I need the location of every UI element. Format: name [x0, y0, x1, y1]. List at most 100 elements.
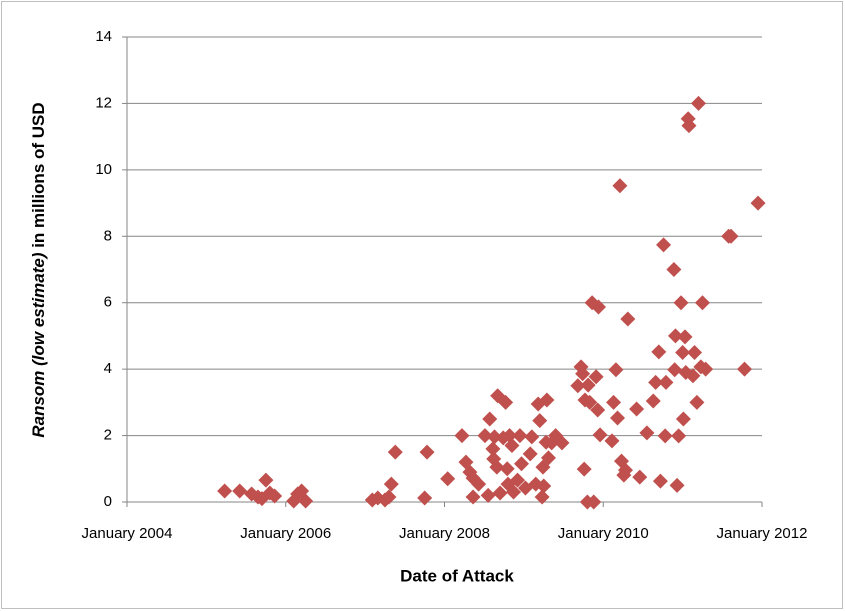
data-point — [267, 488, 283, 504]
data-point — [510, 472, 526, 488]
data-point — [487, 429, 503, 445]
data-point — [536, 478, 552, 494]
data-point — [502, 428, 518, 444]
data-point — [689, 394, 705, 410]
data-point — [592, 427, 608, 443]
x-tick-label: January 2012 — [717, 525, 808, 542]
data-point — [652, 473, 668, 489]
data-point — [489, 459, 505, 475]
data-point — [645, 393, 661, 409]
data-point — [419, 444, 435, 460]
data-point — [681, 118, 697, 134]
data-point — [575, 366, 591, 382]
data-point — [604, 433, 620, 449]
data-point — [656, 237, 672, 253]
data-point — [499, 461, 515, 477]
data-point — [513, 456, 529, 472]
data-point — [750, 195, 766, 211]
data-point — [582, 394, 598, 410]
data-point — [698, 361, 714, 377]
data-point — [554, 435, 570, 451]
data-point — [648, 374, 664, 390]
data-point — [504, 438, 520, 454]
data-point — [651, 344, 667, 360]
data-point — [666, 262, 682, 277]
data-point — [606, 394, 622, 410]
y-axis-title-italic: Ransom (low estimate) — [29, 252, 48, 437]
y-axis-title-rest: in millions of USD — [29, 102, 48, 252]
data-point — [669, 477, 685, 493]
data-point — [608, 362, 624, 378]
data-point — [539, 392, 555, 408]
data-point — [498, 394, 514, 410]
y-tick-label: 6 — [104, 294, 112, 311]
data-point — [482, 411, 498, 427]
grid — [127, 36, 762, 503]
data-point — [506, 484, 522, 500]
data-point — [687, 345, 703, 361]
data-point — [737, 361, 753, 377]
data-point — [540, 450, 556, 466]
data-point — [524, 429, 540, 445]
y-tick-label: 8 — [104, 227, 112, 244]
data-point — [492, 485, 508, 501]
y-tick-label: 2 — [104, 427, 112, 444]
data-point — [590, 402, 606, 418]
data-point — [381, 489, 397, 505]
data-point — [691, 95, 706, 111]
data-point — [576, 461, 592, 477]
data-point — [675, 411, 691, 427]
data-point — [570, 378, 586, 394]
x-tick-label: January 2010 — [558, 525, 649, 542]
data-point — [677, 329, 693, 345]
data-point — [471, 476, 487, 492]
y-tick-label: 12 — [95, 94, 112, 111]
y-tick-label: 14 — [95, 28, 112, 45]
data-point — [480, 487, 496, 503]
data-point — [610, 410, 626, 426]
data-point — [590, 299, 606, 315]
x-tick-label: January 2004 — [82, 525, 173, 542]
x-axis-title: Date of Attack — [400, 566, 514, 585]
data-point — [629, 401, 645, 417]
y-axis-title: Ransom (low estimate) in millions of USD — [29, 102, 48, 437]
data-point — [522, 446, 538, 462]
data-point — [639, 425, 655, 441]
data-point — [586, 494, 602, 510]
data-point — [298, 493, 314, 509]
data-point — [532, 413, 548, 429]
data-point — [387, 444, 403, 460]
data-point — [694, 295, 710, 311]
y-tick-label: 10 — [95, 161, 112, 178]
data-point — [580, 377, 596, 393]
data-point — [417, 490, 433, 506]
x-tick-label: January 2006 — [240, 525, 331, 542]
data-point — [440, 471, 456, 487]
data-point — [675, 345, 691, 361]
data-point — [465, 489, 481, 505]
data-point — [723, 228, 739, 244]
data-point — [232, 483, 248, 499]
data-point — [612, 178, 628, 194]
data-point — [512, 428, 528, 444]
data-point — [258, 472, 274, 488]
data-point — [588, 369, 604, 385]
data-point — [685, 368, 701, 384]
y-tick-label: 0 — [104, 493, 112, 510]
data-point — [217, 483, 233, 499]
data-point — [658, 374, 674, 390]
data-point — [617, 462, 633, 478]
data-point — [667, 328, 683, 344]
data-point — [485, 441, 501, 457]
y-tick-label: 4 — [104, 360, 112, 377]
data-point — [534, 489, 550, 505]
data-point — [667, 362, 683, 378]
data-point — [383, 476, 399, 492]
data-point — [673, 295, 689, 311]
data-point — [657, 428, 673, 444]
data-point — [620, 311, 636, 327]
data-point — [671, 428, 687, 444]
data-point — [477, 428, 493, 444]
